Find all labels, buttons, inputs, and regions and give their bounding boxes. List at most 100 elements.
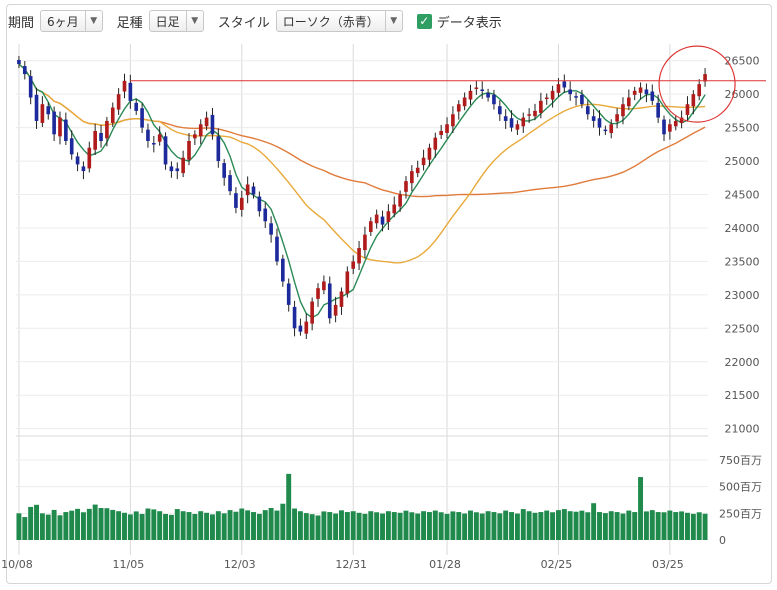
- candle-up: [439, 130, 443, 135]
- candle-up: [703, 74, 707, 82]
- volume-bar: [555, 510, 561, 540]
- candle-up: [632, 90, 637, 95]
- volume-bar: [591, 503, 597, 540]
- volume-bar: [638, 477, 644, 540]
- volume-bar: [227, 510, 233, 540]
- candle-up: [368, 221, 373, 232]
- volume-bar: [98, 508, 104, 540]
- volume-bar: [567, 511, 573, 540]
- volume-bar: [110, 509, 116, 540]
- candle-down: [644, 89, 649, 95]
- ma-mid-line: [18, 63, 706, 264]
- volume-bar: [491, 512, 497, 540]
- toolbar: 期間 6ヶ月 ▼ 足種 日足 ▼ スタイル ローソク（赤青） ▼ ✓ データ表示: [8, 8, 508, 34]
- volume-bar: [485, 511, 491, 540]
- volume-bar: [362, 513, 368, 540]
- candle-down: [585, 106, 590, 115]
- volume-bar: [221, 513, 227, 540]
- candle-up: [615, 114, 619, 122]
- volume-bar: [233, 511, 239, 540]
- volume-bar: [626, 510, 632, 540]
- candle-down: [22, 66, 27, 75]
- volume-bar: [415, 513, 421, 540]
- candle-down: [146, 129, 150, 141]
- volume-bar: [39, 513, 45, 540]
- x-tick-label: 01/28: [429, 558, 461, 571]
- volume-bar: [145, 508, 151, 540]
- candle-type-select[interactable]: 日足 ▼: [148, 10, 204, 32]
- candle-up: [474, 87, 479, 89]
- candle-up: [456, 104, 461, 112]
- volume-bar: [544, 510, 550, 540]
- volume-bar: [643, 511, 649, 540]
- volume-bar: [333, 513, 339, 540]
- volume-bar: [251, 512, 256, 540]
- candle-type-value: 日足: [155, 14, 180, 29]
- volume-bar: [538, 512, 544, 540]
- candle-down: [81, 166, 86, 172]
- candle-up: [58, 117, 62, 137]
- volume-bar: [321, 511, 327, 540]
- candle-down: [128, 82, 133, 101]
- volume-bar: [403, 510, 409, 540]
- candle-down: [292, 306, 297, 329]
- volume-bar: [327, 512, 333, 540]
- candle-up: [404, 181, 408, 192]
- candle-up: [550, 90, 555, 100]
- volume-bar: [262, 510, 268, 540]
- candle-down: [251, 186, 256, 195]
- y-tick-label: 22500: [725, 322, 760, 335]
- candle-down: [650, 91, 655, 101]
- volume-bar: [520, 509, 526, 540]
- volume-bar: [339, 510, 344, 540]
- candle-up: [204, 117, 209, 127]
- y-tick-label: 21000: [725, 423, 760, 436]
- y-tick-label: 24500: [725, 189, 760, 202]
- candle-down: [503, 116, 508, 121]
- chevron-down-icon: ▼: [384, 11, 402, 31]
- volume-bar: [679, 511, 685, 540]
- candle-up: [351, 261, 356, 269]
- check-icon: ✓: [419, 14, 430, 28]
- volume-bar: [450, 511, 456, 540]
- x-tick-label: 11/05: [113, 558, 145, 571]
- x-tick-label: 12/03: [224, 558, 256, 571]
- volume-bar: [649, 510, 655, 540]
- style-select[interactable]: ローソク（赤青） ▼: [275, 10, 403, 32]
- volume-bar: [426, 512, 432, 540]
- volume-bar: [632, 512, 638, 540]
- candle-down: [151, 143, 156, 145]
- candle-up: [245, 184, 250, 196]
- candle-down: [169, 166, 174, 172]
- volume-bar: [204, 512, 210, 540]
- volume-bar: [503, 510, 509, 540]
- chevron-down-icon: ▼: [185, 11, 203, 31]
- candle-up: [544, 97, 549, 100]
- candle-down: [380, 216, 385, 225]
- volume-bar: [573, 511, 579, 540]
- candle-up: [181, 157, 185, 174]
- candle-down: [497, 106, 502, 115]
- candle-down: [327, 283, 332, 319]
- volume-bar: [268, 508, 274, 540]
- candle-up: [638, 87, 643, 93]
- candle-down: [275, 236, 279, 262]
- period-select[interactable]: 6ヶ月 ▼: [40, 10, 103, 32]
- data-display-checkbox[interactable]: ✓: [416, 13, 432, 29]
- candle-up: [310, 301, 314, 324]
- volume-bar: [180, 511, 186, 540]
- volume-bar: [702, 513, 708, 540]
- candle-up: [304, 321, 309, 334]
- volume-bar: [473, 512, 479, 540]
- candle-up: [87, 147, 92, 169]
- candle-down: [69, 138, 74, 155]
- volume-bar: [34, 504, 39, 540]
- volume-bar: [438, 512, 444, 540]
- candle-down: [64, 119, 68, 141]
- volume-bar: [456, 512, 462, 540]
- candle-up: [468, 90, 473, 100]
- candle-down: [269, 223, 273, 235]
- candle-up: [322, 281, 326, 291]
- candle-down: [509, 118, 514, 128]
- volume-bar: [303, 513, 309, 540]
